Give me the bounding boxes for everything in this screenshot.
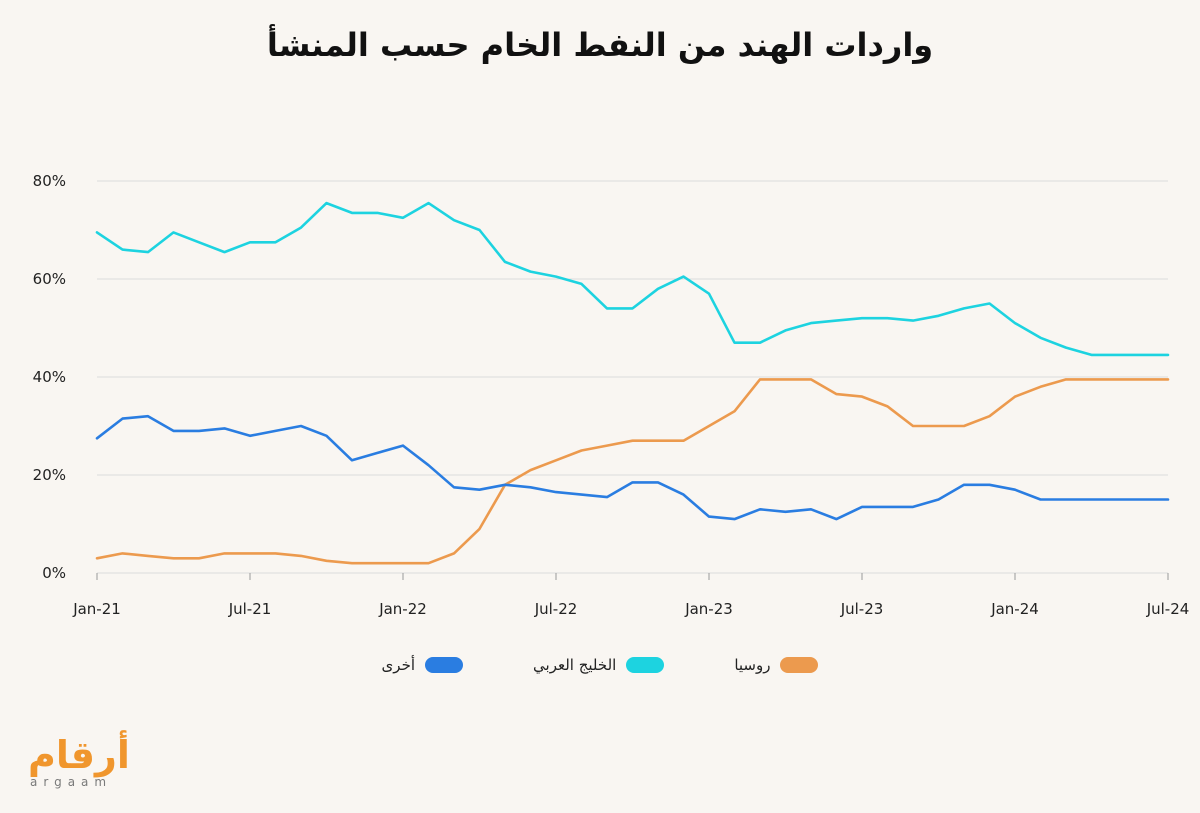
argaam-logo: أرقام argaam <box>28 735 148 795</box>
x-tick-label: Jan-21 <box>72 600 121 618</box>
y-tick-label: 0% <box>42 564 66 582</box>
x-tick-label: Jul-24 <box>1146 600 1190 618</box>
line-chart: 0% 20% 40% 60% 80% Jan-21 Jul-21 Jan-22 Jul-22 Ja… <box>33 172 1190 618</box>
series-line-other <box>95 414 1170 521</box>
series-line-russia <box>95 378 1170 565</box>
legend-item-other[interactable]: أخرى <box>381 656 464 674</box>
series-line-gulf <box>95 201 1170 357</box>
chart-title: واردات الهند من النفط الخام حسب المنشأ <box>266 26 934 64</box>
y-tick-label: 20% <box>33 466 66 484</box>
legend-swatch-russia <box>780 657 819 673</box>
legend-label-other: أخرى <box>381 656 416 674</box>
logo-arabic-text: أرقام <box>28 733 130 777</box>
x-tick-label: Jan-22 <box>378 600 427 618</box>
x-tick-label: Jan-23 <box>684 600 733 618</box>
x-tick-label: Jul-23 <box>840 600 884 618</box>
legend: روسيا الخليج العربي أخرى <box>0 656 1200 674</box>
x-tick-label: Jul-22 <box>534 600 578 618</box>
y-tick-label: 60% <box>33 270 66 288</box>
x-tick-label: Jul-21 <box>228 600 272 618</box>
legend-swatch-gulf <box>626 657 665 673</box>
legend-label-russia: روسيا <box>734 656 771 674</box>
legend-item-russia[interactable]: روسيا <box>734 656 819 674</box>
y-tick-label: 40% <box>33 368 66 386</box>
y-tick-label: 80% <box>33 172 66 190</box>
logo-latin-text: argaam <box>30 775 113 789</box>
legend-item-gulf[interactable]: الخليج العربي <box>533 656 665 674</box>
x-tick-label: Jan-24 <box>990 600 1039 618</box>
legend-swatch-other <box>425 657 464 673</box>
legend-label-gulf: الخليج العربي <box>533 656 617 674</box>
